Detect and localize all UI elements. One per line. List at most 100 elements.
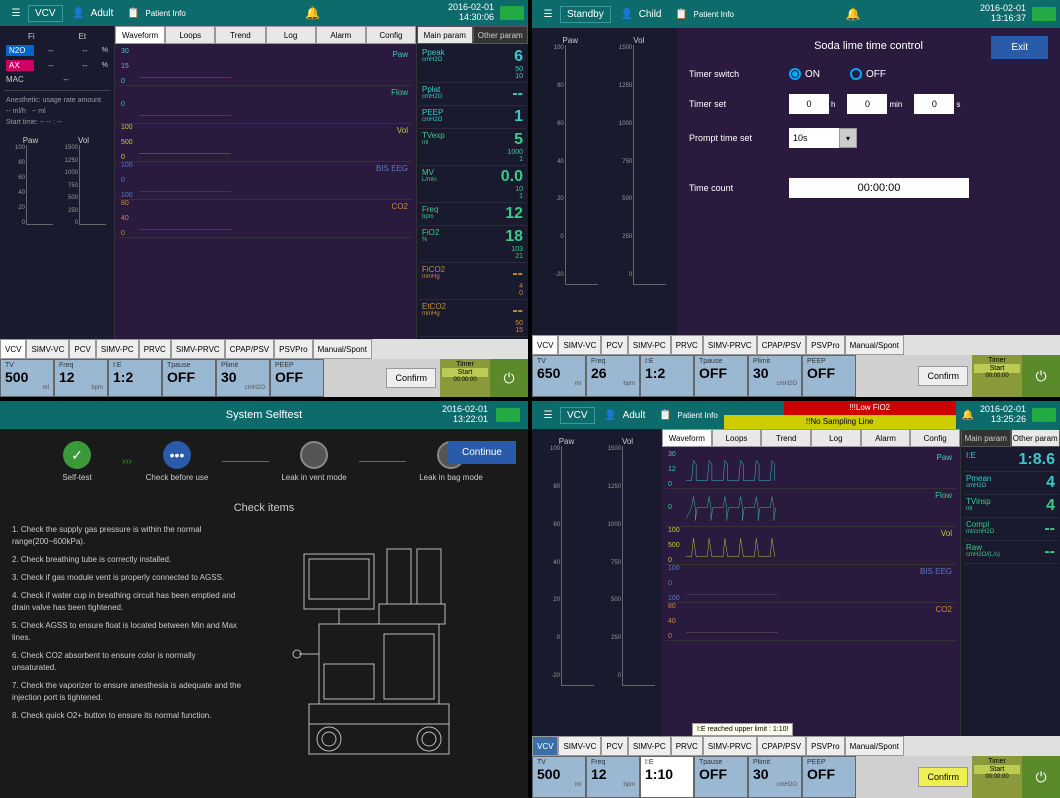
menu-icon[interactable]: ☰ bbox=[536, 9, 560, 20]
param-mv[interactable]: MVL/min0.0101 bbox=[419, 166, 526, 203]
patient-info-label[interactable]: Patient Info bbox=[145, 9, 185, 18]
mode-pcv[interactable]: PCV bbox=[69, 339, 95, 359]
mode-psvpro[interactable]: PSVPro bbox=[806, 736, 844, 756]
timer-box[interactable]: TimerStart00:00:00 bbox=[972, 756, 1022, 798]
mode-simv-pc[interactable]: SIMV-PC bbox=[628, 335, 671, 355]
param-compl[interactable]: Complml/cmH2O-- bbox=[963, 518, 1058, 541]
mode-vcv[interactable]: VCV bbox=[532, 335, 558, 355]
param-tab-1[interactable]: Other param bbox=[473, 26, 529, 44]
mode-indicator[interactable]: Standby bbox=[560, 6, 611, 23]
tab-trend[interactable]: Trend bbox=[215, 26, 265, 44]
standby-button[interactable]: ⏻ bbox=[1022, 355, 1060, 397]
setting-plimit[interactable]: Plimit30cmH2O bbox=[748, 355, 802, 397]
param-tab-1[interactable]: Other param bbox=[1011, 429, 1060, 447]
mode-simv-vc[interactable]: SIMV-VC bbox=[26, 339, 69, 359]
dropdown-btn[interactable]: ▾ bbox=[839, 128, 857, 148]
patient-info-label[interactable]: Patient Info bbox=[694, 10, 734, 19]
param-tvinsp[interactable]: TVinspml4 bbox=[963, 495, 1058, 518]
standby-button[interactable]: ⏻ bbox=[1022, 756, 1060, 798]
setting-peep[interactable]: PEEPOFF bbox=[270, 359, 324, 397]
setting-tpause[interactable]: TpauseOFF bbox=[694, 355, 748, 397]
param-fio2[interactable]: FiO2%1810321 bbox=[419, 226, 526, 263]
patient-icon[interactable]: 👤 bbox=[599, 410, 623, 421]
param-fico2[interactable]: FiCO2mmHg--40 bbox=[419, 263, 526, 300]
mode-prvc[interactable]: PRVC bbox=[671, 736, 703, 756]
patient-icon[interactable]: 👤 bbox=[67, 8, 91, 19]
alarm-med[interactable]: !!No Sampling Line bbox=[724, 415, 956, 429]
tab-alarm[interactable]: Alarm bbox=[861, 429, 911, 447]
setting-freq[interactable]: Freq12bpm bbox=[54, 359, 108, 397]
setting-tv[interactable]: TV500ml bbox=[532, 756, 586, 798]
seconds-input[interactable] bbox=[914, 94, 954, 114]
bell-icon[interactable]: 🔔 bbox=[305, 6, 320, 20]
standby-button[interactable]: ⏻ bbox=[490, 359, 528, 397]
tab-loops[interactable]: Loops bbox=[712, 429, 762, 447]
tab-waveform[interactable]: Waveform bbox=[662, 429, 712, 447]
setting-ie[interactable]: I:E1:2 bbox=[108, 359, 162, 397]
mode-cpap-psv[interactable]: CPAP/PSV bbox=[757, 335, 806, 355]
patient-info-icon[interactable]: 📋 bbox=[121, 8, 145, 19]
setting-freq[interactable]: Freq12bpm bbox=[586, 756, 640, 798]
patient-info-label[interactable]: Patient Info bbox=[677, 411, 717, 420]
mode-cpap-psv[interactable]: CPAP/PSV bbox=[757, 736, 806, 756]
radio-on[interactable] bbox=[789, 68, 801, 80]
tab-trend[interactable]: Trend bbox=[761, 429, 811, 447]
mode-simv-prvc[interactable]: SIMV-PRVC bbox=[703, 335, 757, 355]
minutes-input[interactable] bbox=[847, 94, 887, 114]
mode-indicator[interactable]: VCV bbox=[28, 5, 63, 22]
mode-simv-prvc[interactable]: SIMV-PRVC bbox=[703, 736, 757, 756]
hours-input[interactable] bbox=[789, 94, 829, 114]
tab-config[interactable]: Config bbox=[910, 429, 960, 447]
patient-info-icon[interactable]: 📋 bbox=[670, 9, 694, 20]
mode-psvpro[interactable]: PSVPro bbox=[806, 335, 844, 355]
mode-manual-spont[interactable]: Manual/Spont bbox=[313, 339, 372, 359]
param-pplat[interactable]: PplatcmH2O-- bbox=[419, 83, 526, 106]
mode-simv-vc[interactable]: SIMV-VC bbox=[558, 335, 601, 355]
setting-tpause[interactable]: TpauseOFF bbox=[694, 756, 748, 798]
timer-box[interactable]: TimerStart00:00:00 bbox=[440, 359, 490, 397]
mode-pcv[interactable]: PCV bbox=[601, 335, 627, 355]
alarm-high[interactable]: !!!Low FiO2 bbox=[784, 401, 956, 415]
setting-ie[interactable]: I:E1:10 bbox=[640, 756, 694, 798]
radio-off[interactable] bbox=[850, 68, 862, 80]
tab-config[interactable]: Config bbox=[366, 26, 416, 44]
mode-simv-prvc[interactable]: SIMV-PRVC bbox=[171, 339, 225, 359]
setting-plimit[interactable]: Plimit30cmH2O bbox=[748, 756, 802, 798]
tab-loops[interactable]: Loops bbox=[165, 26, 215, 44]
menu-icon[interactable]: ☰ bbox=[4, 8, 28, 19]
mode-simv-pc[interactable]: SIMV-PC bbox=[96, 339, 139, 359]
exit-button[interactable]: Exit bbox=[991, 36, 1048, 59]
prompt-select[interactable] bbox=[789, 128, 839, 148]
param-peep[interactable]: PEEPcmH2O1 bbox=[419, 106, 526, 129]
param-raw[interactable]: RawcmH2O/(L/s)-- bbox=[963, 541, 1058, 564]
bell-icon[interactable]: 🔔 bbox=[845, 7, 860, 21]
setting-ie[interactable]: I:E1:2 bbox=[640, 355, 694, 397]
mode-manual-spont[interactable]: Manual/Spont bbox=[845, 736, 904, 756]
mode-vcv[interactable]: VCV bbox=[532, 736, 558, 756]
param-pmean[interactable]: PmeancmH2O4 bbox=[963, 472, 1058, 495]
param-tab-0[interactable]: Main param bbox=[417, 26, 473, 44]
mode-vcv[interactable]: VCV bbox=[0, 339, 26, 359]
tab-log[interactable]: Log bbox=[811, 429, 861, 447]
param-freq[interactable]: Freqbpm12 bbox=[419, 203, 526, 226]
setting-tv[interactable]: TV650ml bbox=[532, 355, 586, 397]
param-i:e[interactable]: I:E1:8.6 bbox=[963, 449, 1058, 472]
setting-peep[interactable]: PEEPOFF bbox=[802, 355, 856, 397]
setting-tpause[interactable]: TpauseOFF bbox=[162, 359, 216, 397]
mode-pcv[interactable]: PCV bbox=[601, 736, 627, 756]
mode-prvc[interactable]: PRVC bbox=[139, 339, 171, 359]
patient-info-icon[interactable]: 📋 bbox=[653, 410, 677, 421]
setting-plimit[interactable]: Plimit30cmH2O bbox=[216, 359, 270, 397]
mode-cpap-psv[interactable]: CPAP/PSV bbox=[225, 339, 274, 359]
param-tvexp[interactable]: TVexpml510001 bbox=[419, 129, 526, 166]
tab-waveform[interactable]: Waveform bbox=[115, 26, 165, 44]
patient-icon[interactable]: 👤 bbox=[615, 9, 639, 20]
bell-icon[interactable]: 🔔 bbox=[962, 410, 974, 421]
mode-simv-vc[interactable]: SIMV-VC bbox=[558, 736, 601, 756]
confirm-button[interactable]: Confirm bbox=[386, 368, 436, 388]
continue-button[interactable]: Continue bbox=[448, 441, 516, 464]
mode-psvpro[interactable]: PSVPro bbox=[274, 339, 312, 359]
setting-peep[interactable]: PEEPOFF bbox=[802, 756, 856, 798]
param-tab-0[interactable]: Main param bbox=[961, 429, 1011, 447]
timer-box[interactable]: TimerStart00:00:00 bbox=[972, 355, 1022, 397]
